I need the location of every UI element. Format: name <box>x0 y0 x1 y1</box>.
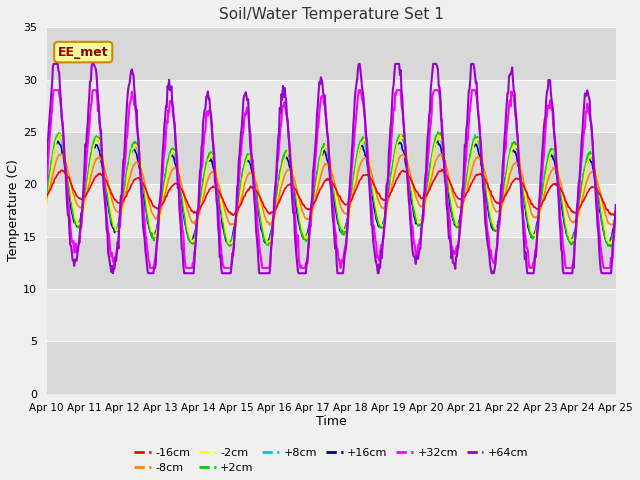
X-axis label: Time: Time <box>316 415 346 428</box>
Bar <box>47 27 616 80</box>
Legend: -16cm, -8cm, -2cm, +2cm, +8cm, +16cm, +32cm, +64cm: -16cm, -8cm, -2cm, +2cm, +8cm, +16cm, +3… <box>129 443 533 478</box>
Title: Soil/Water Temperature Set 1: Soil/Water Temperature Set 1 <box>219 7 444 22</box>
Bar <box>47 184 616 237</box>
Y-axis label: Temperature (C): Temperature (C) <box>7 159 20 262</box>
Bar <box>47 237 616 289</box>
Bar <box>47 341 616 394</box>
Bar <box>47 80 616 132</box>
Text: EE_met: EE_met <box>58 46 109 59</box>
Bar <box>47 132 616 184</box>
Bar <box>47 289 616 341</box>
